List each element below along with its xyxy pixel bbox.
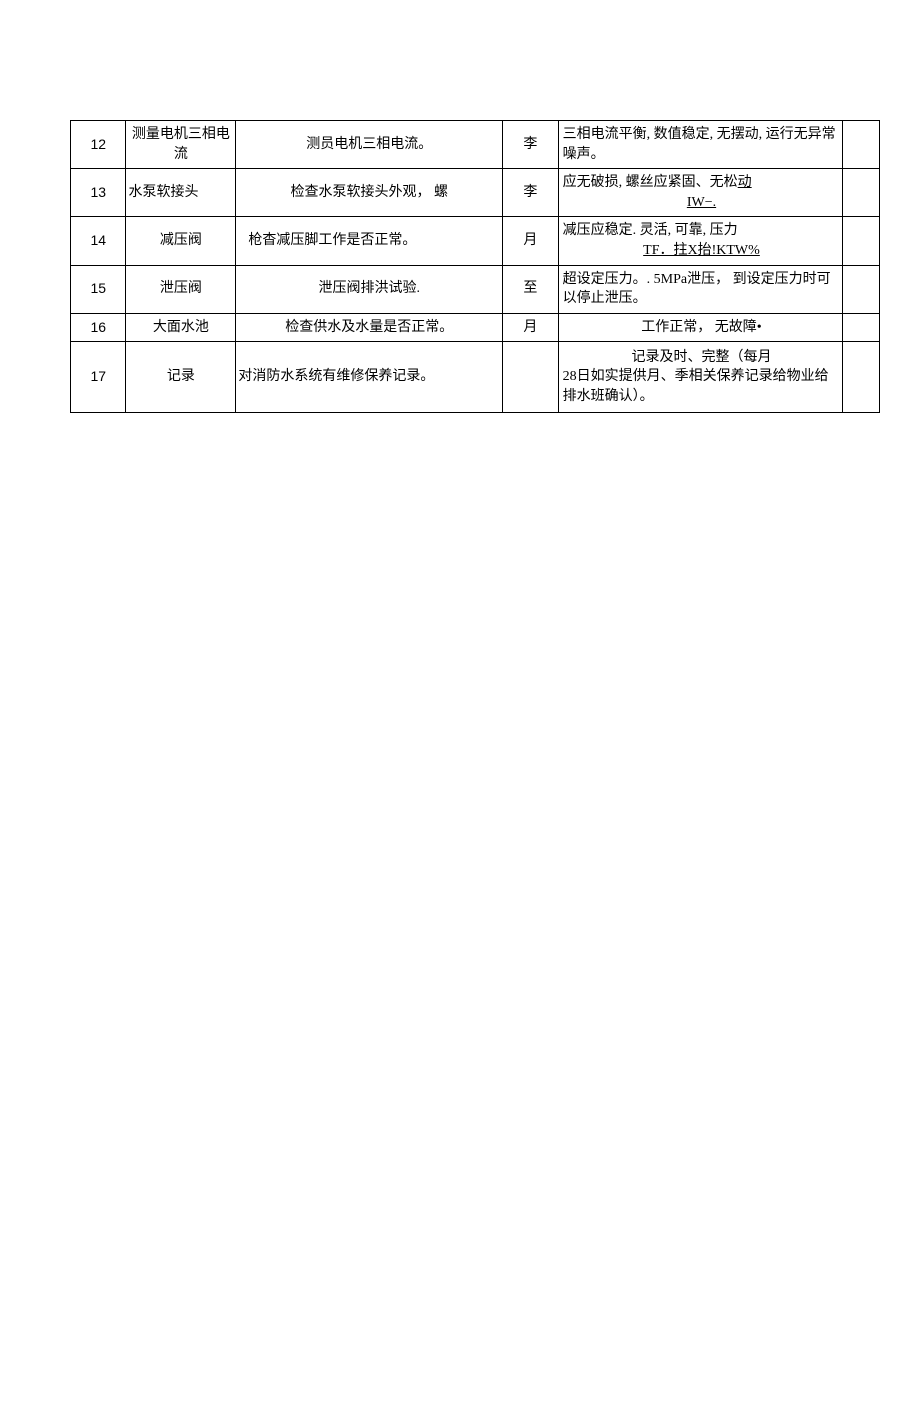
row-empty — [843, 169, 880, 217]
table-row: 16 大面水池 检查供水及水量是否正常。 月 工作正常， 无故障• — [71, 313, 880, 342]
row-item: 减压阀 — [126, 217, 236, 265]
table-row: 12 测量电机三相电流 测员电机三相电流。 李 三相电流平衡, 数值稳定, 无摆… — [71, 121, 880, 169]
row-standard: 减压应稳定. 灵活, 可靠, 压力 TF．拄X抬!KTW% — [558, 217, 843, 265]
row-number: 13 — [71, 169, 126, 217]
maintenance-table: 12 测量电机三相电流 测员电机三相电流。 李 三相电流平衡, 数值稳定, 无摆… — [70, 120, 880, 413]
row-method: 泄压阀排洪试验. — [236, 265, 503, 313]
row-frequency: 至 — [503, 265, 558, 313]
row-number: 14 — [71, 217, 126, 265]
row-method: 对消防水系统有维修保养记录。 — [236, 342, 503, 413]
row-method: 测员电机三相电流。 — [236, 121, 503, 169]
row-standard: 超设定压力。. 5MPa泄压， 到设定压力时可以停止泄压。 — [558, 265, 843, 313]
row-frequency: 李 — [503, 169, 558, 217]
table-row: 13 水泵软接头 检查水泵软接头外观， 螺 李 应无破损, 螺丝应紧固、无松动 … — [71, 169, 880, 217]
row-method: 检查水泵软接头外观， 螺 — [236, 169, 503, 217]
row-item: 记录 — [126, 342, 236, 413]
row-empty — [843, 342, 880, 413]
standard-rest: 28日如实提供月、季相关保养记录给物业给排水班确认）。 — [563, 367, 841, 406]
row-empty — [843, 313, 880, 342]
row-method: 枪杳减压脚工作是否正常。 — [236, 217, 503, 265]
row-standard: 三相电流平衡, 数值稳定, 无摆动, 运行无异常噪声。 — [558, 121, 843, 169]
row-empty — [843, 217, 880, 265]
standard-text: 应无破损, 螺丝应紧固、无松 — [563, 175, 738, 190]
standard-underline: TF．拄X抬!KTW% — [643, 243, 760, 258]
row-empty — [843, 121, 880, 169]
table-row: 17 记录 对消防水系统有维修保养记录。 记录及时、完整（每月 28日如实提供月… — [71, 342, 880, 413]
row-number: 17 — [71, 342, 126, 413]
table-body: 12 测量电机三相电流 测员电机三相电流。 李 三相电流平衡, 数值稳定, 无摆… — [71, 121, 880, 413]
standard-underline2: IW−. — [687, 195, 716, 210]
standard-line2: TF．拄X抬!KTW% — [563, 241, 841, 261]
row-number: 12 — [71, 121, 126, 169]
row-frequency: 月 — [503, 217, 558, 265]
row-item: 水泵软接头 — [126, 169, 236, 217]
standard-underline: 动 — [738, 175, 752, 190]
row-empty — [843, 265, 880, 313]
standard-line2: IW−. — [563, 193, 841, 213]
row-frequency — [503, 342, 558, 413]
row-item: 大面水池 — [126, 313, 236, 342]
row-number: 16 — [71, 313, 126, 342]
row-method: 检查供水及水量是否正常。 — [236, 313, 503, 342]
row-item: 泄压阀 — [126, 265, 236, 313]
row-standard: 记录及时、完整（每月 28日如实提供月、季相关保养记录给物业给排水班确认）。 — [558, 342, 843, 413]
standard-text: 减压应稳定. 灵活, 可靠, 压力 — [563, 223, 738, 238]
row-frequency: 李 — [503, 121, 558, 169]
table-container: 12 测量电机三相电流 测员电机三相电流。 李 三相电流平衡, 数值稳定, 无摆… — [70, 120, 880, 413]
table-row: 14 减压阀 枪杳减压脚工作是否正常。 月 减压应稳定. 灵活, 可靠, 压力 … — [71, 217, 880, 265]
row-frequency: 月 — [503, 313, 558, 342]
standard-first-line: 记录及时、完整（每月 — [563, 348, 841, 368]
document-page: 12 测量电机三相电流 测员电机三相电流。 李 三相电流平衡, 数值稳定, 无摆… — [0, 0, 920, 1421]
row-number: 15 — [71, 265, 126, 313]
row-standard: 工作正常， 无故障• — [558, 313, 843, 342]
table-row: 15 泄压阀 泄压阀排洪试验. 至 超设定压力。. 5MPa泄压， 到设定压力时… — [71, 265, 880, 313]
row-item: 测量电机三相电流 — [126, 121, 236, 169]
row-standard: 应无破损, 螺丝应紧固、无松动 IW−. — [558, 169, 843, 217]
